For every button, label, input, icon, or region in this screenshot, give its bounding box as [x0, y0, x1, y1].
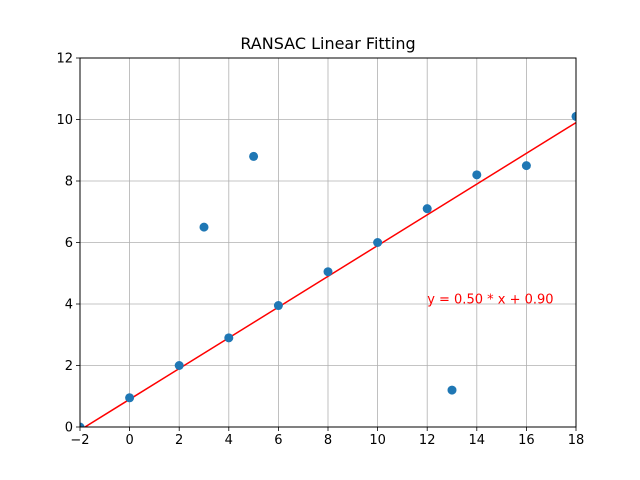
x-tick-label: 14: [469, 433, 486, 448]
y-tick-label: 8: [65, 175, 73, 190]
data-point: [571, 111, 576, 121]
data-points: [80, 111, 576, 427]
data-point: [447, 385, 457, 395]
data-point: [472, 170, 482, 180]
x-tick-label: 18: [568, 433, 585, 448]
data-point: [422, 204, 432, 214]
x-tick-label: −2: [70, 433, 89, 448]
x-tick-label: 16: [518, 433, 535, 448]
x-tick-label: 8: [324, 433, 332, 448]
equation-annotation: y = 0.50 * x + 0.90: [427, 293, 553, 308]
x-tick-label: 2: [175, 433, 183, 448]
x-axis-ticks: −2 0 2 4 6 8 10 12 14 16 18: [70, 427, 584, 448]
x-tick-label: 10: [369, 433, 386, 448]
x-tick-label: 12: [419, 433, 436, 448]
data-point: [273, 301, 283, 311]
data-point: [373, 238, 383, 247]
chart-title: RANSAC Linear Fitting: [240, 34, 415, 53]
data-point: [80, 422, 85, 427]
data-point: [125, 393, 135, 403]
data-point: [199, 222, 209, 232]
data-point: [249, 151, 259, 161]
y-axis-ticks: 0 2 4 6 8 10 12: [56, 52, 80, 436]
y-tick-label: 12: [56, 52, 73, 67]
y-tick-label: 6: [65, 236, 73, 251]
y-tick-label: 4: [65, 298, 73, 313]
data-point: [521, 161, 531, 171]
y-tick-label: 2: [65, 359, 73, 374]
fit-line-group: [83, 121, 576, 427]
data-point: [323, 267, 333, 277]
x-tick-label: 6: [274, 433, 282, 448]
x-tick-label: 4: [225, 433, 233, 448]
data-point: [174, 361, 184, 370]
fit-line: [83, 121, 576, 427]
data-point: [224, 333, 234, 343]
x-tick-label: 0: [125, 433, 133, 448]
y-tick-label: 10: [56, 113, 73, 128]
y-tick-label: 0: [65, 421, 73, 436]
